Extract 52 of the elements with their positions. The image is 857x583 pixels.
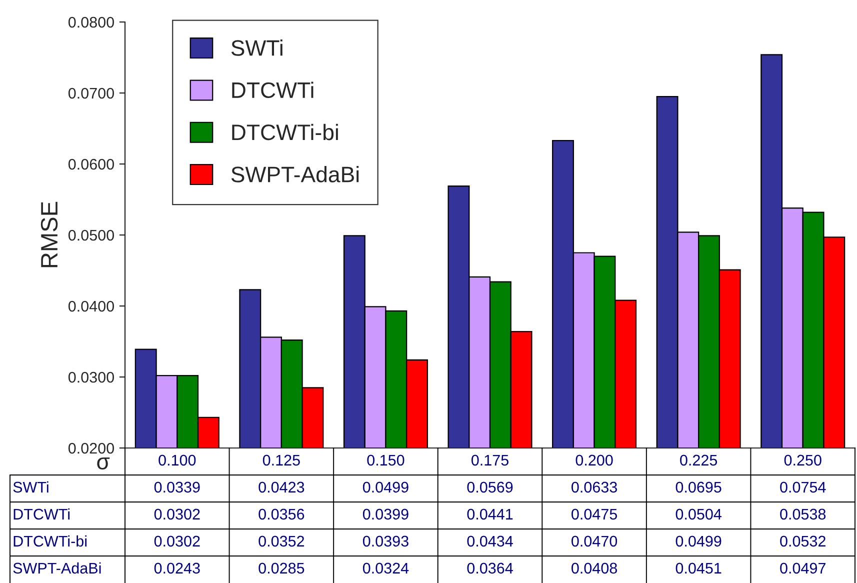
- x-tick-label: 0.225: [680, 454, 718, 466]
- y-tick-label: 0.0200: [68, 442, 114, 454]
- data-label: 0.0475: [572, 508, 618, 520]
- data-label: 0.0399: [362, 508, 408, 520]
- data-label: 0.0324: [362, 562, 409, 574]
- y-axis-title: RMSE: [40, 202, 58, 268]
- data-label: 0.0441: [467, 508, 513, 520]
- data-label: 0.0451: [676, 562, 722, 574]
- data-label: 0.0538: [780, 508, 826, 520]
- data-label: 0.0423: [258, 482, 304, 493]
- x-tick-label: 0.150: [367, 454, 404, 466]
- x-tick-label: 0.200: [576, 454, 613, 466]
- text: SWPT-AdaBi: [13, 562, 101, 574]
- y-tick-label: 0.0400: [68, 300, 114, 312]
- data-label: 0.0285: [258, 562, 304, 574]
- text: DTCWTi-bi: [14, 535, 86, 547]
- y-tick-label: 0.0700: [68, 88, 114, 99]
- data-label: 0.0499: [362, 482, 408, 493]
- text: SWTi: [13, 481, 48, 493]
- data-label: 0.0356: [258, 508, 304, 520]
- data-label: 0.0569: [467, 482, 513, 493]
- x-tick-label: 0.125: [262, 454, 300, 466]
- legend-label: DTCWTi-bi: [232, 124, 338, 140]
- y-tick-label: 0.0800: [68, 16, 114, 28]
- data-label: 0.0408: [572, 562, 617, 574]
- data-label: 0.0497: [780, 562, 826, 574]
- legend-label: SWTi: [231, 40, 282, 56]
- data-label: 0.0470: [572, 536, 618, 547]
- y-tick-label: 0.0500: [68, 230, 114, 241]
- data-label: 0.0695: [676, 482, 722, 493]
- x-tick-label: 0.250: [784, 454, 822, 466]
- data-label: 0.0754: [780, 482, 826, 493]
- y-tick-label: 0.0600: [68, 158, 114, 170]
- x-axis-title: σ: [97, 458, 110, 470]
- data-label: 0.0339: [154, 482, 200, 493]
- data-label: 0.0302: [154, 508, 200, 520]
- legend-label: DTCWTi: [232, 82, 314, 98]
- data-label: 0.0302: [154, 536, 200, 547]
- y-tick-label: 0.0300: [68, 372, 114, 383]
- x-tick-label: 0.100: [158, 454, 196, 466]
- text: DTCWTi: [14, 508, 70, 520]
- data-label: 0.0499: [676, 536, 722, 547]
- x-tick-label: 0.175: [471, 454, 508, 466]
- data-label: 0.0532: [780, 536, 826, 547]
- data-label: 0.0364: [467, 562, 513, 574]
- data-label: 0.0352: [258, 536, 304, 547]
- data-label: 0.0243: [154, 562, 200, 574]
- data-label: 0.0393: [362, 536, 408, 547]
- data-label: 0.0504: [676, 508, 722, 520]
- data-label: 0.0434: [467, 536, 513, 547]
- legend-label: SWPT-AdaBi: [231, 166, 359, 182]
- data-label: 0.0633: [572, 482, 617, 493]
